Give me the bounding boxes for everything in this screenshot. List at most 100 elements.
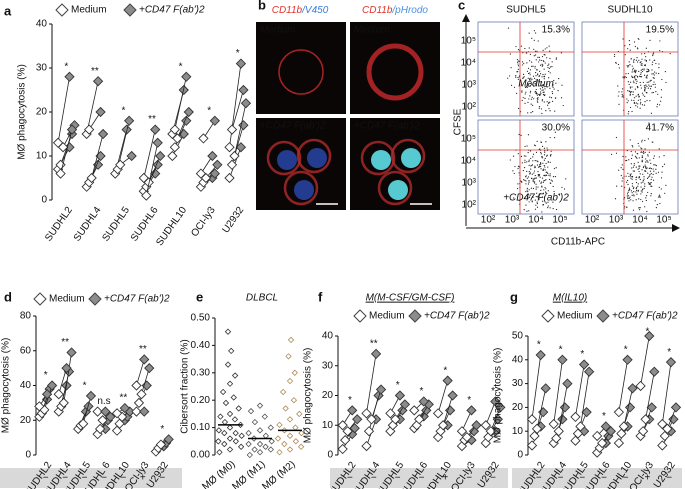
event-dot	[642, 189, 643, 190]
event-dot	[543, 189, 544, 190]
event-dot	[638, 100, 639, 101]
event-dot	[525, 92, 526, 93]
medium-point	[338, 445, 347, 454]
event-dot	[543, 182, 544, 183]
sample-point	[291, 398, 296, 403]
event-dot	[545, 48, 546, 49]
event-dot	[557, 90, 558, 91]
event-dot	[516, 93, 517, 94]
x-tick-label: OCI-ly3	[189, 205, 218, 239]
event-dot	[546, 47, 547, 48]
event-dot	[642, 155, 643, 156]
event-dot	[655, 63, 656, 64]
event-dot	[533, 181, 534, 182]
event-dot	[547, 173, 548, 174]
axis-tick-label: 10⁴	[461, 156, 476, 167]
event-dot	[555, 176, 556, 177]
event-dot	[524, 76, 525, 77]
event-dot	[521, 92, 522, 93]
treatment-label: −	[536, 473, 542, 484]
event-dot	[646, 48, 647, 49]
treatment-label: −	[62, 473, 68, 484]
event-dot	[642, 93, 643, 94]
event-dot	[535, 72, 536, 73]
legend-swatch	[597, 310, 609, 322]
event-dot	[645, 164, 646, 165]
treatment-label: −	[121, 473, 127, 484]
medium-point	[528, 441, 537, 450]
event-dot	[611, 154, 612, 155]
event-dot	[509, 75, 510, 76]
treated-point	[99, 130, 108, 139]
event-dot	[534, 181, 535, 182]
flow-plot	[582, 120, 678, 214]
event-dot	[550, 66, 551, 67]
event-dot	[631, 158, 632, 159]
event-dot	[625, 54, 626, 55]
event-dot	[543, 180, 544, 181]
event-dot	[653, 73, 654, 74]
event-dot	[661, 97, 662, 98]
event-dot	[547, 67, 548, 68]
event-dot	[644, 85, 645, 86]
event-dot	[640, 76, 641, 77]
event-dot	[518, 172, 519, 173]
event-dot	[640, 199, 641, 200]
event-dot	[565, 178, 566, 179]
treatment-label: −	[601, 473, 607, 484]
event-dot	[537, 97, 538, 98]
event-dot	[641, 59, 642, 60]
event-dot	[636, 176, 637, 177]
treatment-label: −	[347, 473, 353, 484]
significance: *	[537, 340, 541, 351]
nucleus	[388, 180, 408, 200]
treated-point	[580, 360, 589, 369]
event-dot	[648, 88, 649, 89]
event-dot	[618, 170, 619, 171]
event-dot	[640, 62, 641, 63]
event-dot	[537, 94, 538, 95]
event-dot	[649, 159, 650, 160]
event-dot	[651, 193, 652, 194]
event-dot	[528, 161, 529, 162]
event-dot	[645, 158, 646, 159]
event-dot	[532, 156, 533, 157]
event-dot	[642, 152, 643, 153]
event-dot	[534, 67, 535, 68]
event-dot	[633, 191, 634, 192]
x-tick-label: U2932	[220, 205, 246, 236]
event-dot	[650, 186, 651, 187]
axis-tick-label: 10²	[462, 200, 477, 211]
event-dot	[657, 94, 658, 95]
event-dot	[640, 186, 641, 187]
event-dot	[528, 182, 529, 183]
event-dot	[521, 46, 522, 47]
event-dot	[646, 92, 647, 93]
event-dot	[652, 64, 653, 65]
event-dot	[550, 72, 551, 73]
sample-point	[229, 348, 234, 353]
significance: *	[121, 105, 125, 116]
event-dot	[654, 155, 655, 156]
y-tick-label: 40	[512, 354, 524, 365]
event-dot	[542, 74, 543, 75]
significance: *	[83, 381, 87, 392]
treated-point	[395, 391, 404, 400]
event-dot	[637, 76, 638, 77]
significance: *	[443, 365, 447, 376]
sample-point	[287, 378, 292, 383]
sample-point	[233, 373, 238, 378]
event-dot	[536, 152, 537, 153]
event-dot	[627, 90, 628, 91]
event-dot	[638, 60, 639, 61]
medium-point	[614, 439, 623, 448]
event-dot	[540, 190, 541, 191]
event-dot	[643, 94, 644, 95]
event-dot	[637, 186, 638, 187]
sample-point	[269, 439, 274, 444]
event-dot	[644, 53, 645, 54]
event-dot	[631, 163, 632, 164]
event-dot	[630, 139, 631, 140]
channel-name: /V450	[301, 5, 329, 16]
event-dot	[652, 55, 653, 56]
